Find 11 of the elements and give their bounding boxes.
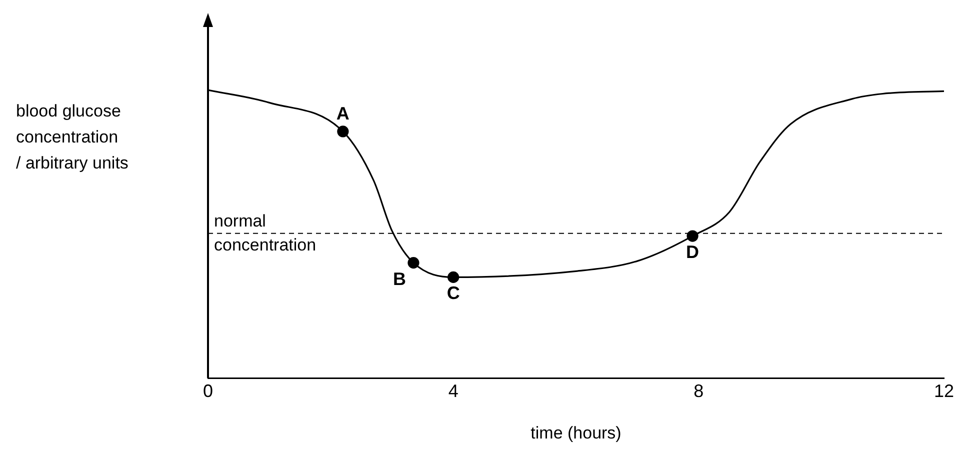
x-tick-label: 0 [202,380,214,401]
x-tick-label: 8 [694,380,704,401]
ref-line-label: normal concentration [214,212,316,255]
x-tick-label: 4 [448,380,458,401]
annotation: A [336,103,350,124]
annotation: D [686,242,700,262]
x-tick-label: 12 [934,380,954,401]
x-axis-title: time (hours) [530,423,622,442]
y-axis-title: blood glucose concentration / arbitrary units [16,102,128,173]
annotation: C [446,283,460,304]
annotation: B [392,268,406,289]
